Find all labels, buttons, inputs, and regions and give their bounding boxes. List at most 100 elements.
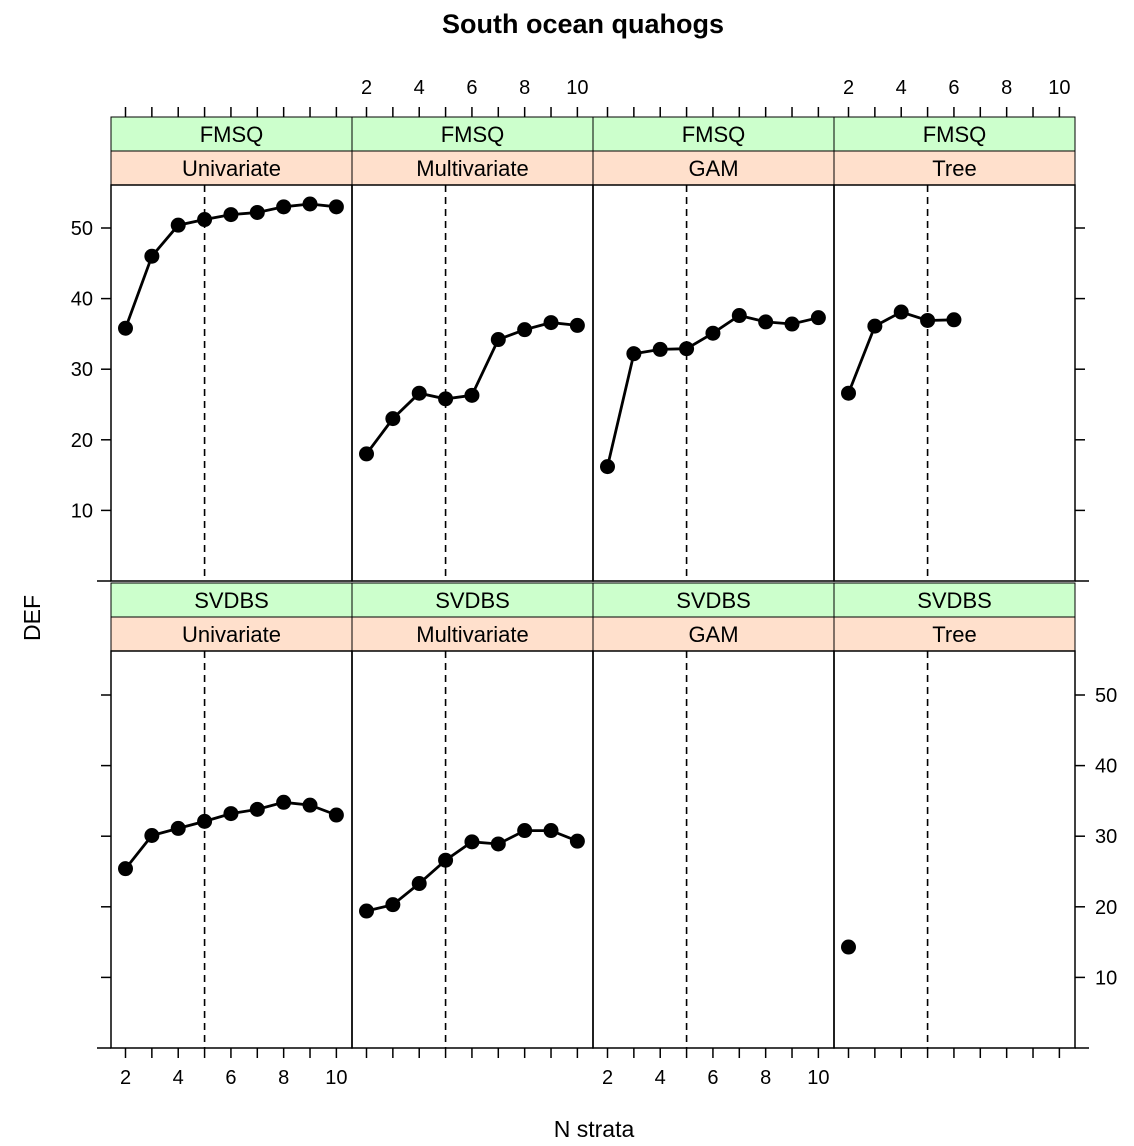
strip-data-source-label: FMSQ — [923, 122, 987, 147]
data-point — [784, 316, 800, 332]
data-point — [223, 207, 239, 223]
data-point — [249, 801, 265, 817]
data-point — [359, 446, 374, 462]
strip-method-label: Univariate — [182, 156, 281, 181]
y-tick-label: 30 — [71, 359, 93, 381]
panel-border — [351, 650, 594, 1049]
y-tick-label: 50 — [1095, 685, 1117, 707]
data-point — [411, 385, 427, 401]
strip-method — [833, 150, 1076, 186]
data-point — [679, 341, 695, 357]
strip-method-label: Tree — [932, 622, 976, 647]
panel-border — [110, 650, 353, 1049]
data-point — [464, 387, 480, 403]
data-point — [411, 876, 427, 892]
x-tick-label: 4 — [173, 1067, 184, 1089]
strip-method-label: Multivariate — [416, 156, 528, 181]
x-tick-label: 10 — [325, 1067, 347, 1089]
data-point — [385, 897, 401, 913]
bottom-x-axis-col-0: 2 4 6 8 10 — [120, 1048, 348, 1089]
data-point — [867, 318, 883, 334]
data-point — [758, 314, 774, 330]
x-tick-label: 2 — [120, 1067, 131, 1089]
strip-data-source — [110, 116, 353, 152]
strip-method-label: Multivariate — [416, 622, 528, 647]
strip-data-source-label: SVDBS — [917, 588, 992, 613]
x-tick-label: 10 — [1048, 77, 1070, 99]
strip-method — [592, 616, 835, 652]
series-line — [847, 310, 954, 394]
series-line — [124, 202, 337, 329]
strip-method-label: GAM — [688, 156, 738, 181]
data-point — [543, 823, 559, 839]
panel-svdbs-gam: SVDBS GAM — [592, 582, 835, 1049]
data-point — [359, 903, 374, 919]
data-point — [302, 797, 318, 813]
y-tick-label: 10 — [1095, 967, 1117, 989]
top-x-axis-col-3: 2 4 6 8 10 — [843, 77, 1071, 117]
data-point — [249, 204, 265, 220]
strip-data-source-label: FMSQ — [200, 122, 264, 147]
panel-fmsq-gam: FMSQ GAM — [592, 116, 835, 582]
top-x-axis-col-2 — [606, 107, 820, 117]
data-point — [946, 312, 962, 328]
data-point — [731, 308, 747, 324]
data-point — [490, 836, 506, 852]
data-point — [170, 217, 186, 233]
top-x-axis-col-0 — [124, 107, 338, 117]
y-axes-row-0: 10 20 30 40 50 — [71, 218, 1089, 582]
panel-border — [833, 650, 1076, 1049]
x-tick-label: 2 — [843, 77, 854, 99]
x-tick-label: 2 — [361, 77, 372, 99]
data-point — [328, 199, 344, 215]
panel-fmsq-multivariate: FMSQ Multivariate — [351, 116, 594, 582]
bottom-x-axis-col-1 — [365, 1048, 579, 1058]
x-tick-label: 10 — [807, 1067, 829, 1089]
strip-method — [110, 150, 353, 186]
data-point — [197, 212, 213, 228]
y-tick-label: 50 — [71, 218, 93, 240]
data-point — [276, 794, 292, 810]
x-tick-label: 4 — [655, 1067, 666, 1089]
y-tick-label: 40 — [71, 289, 93, 311]
data-point — [626, 346, 642, 362]
x-tick-label: 4 — [414, 77, 425, 99]
strip-method-label: GAM — [688, 622, 738, 647]
y-tick-label: 10 — [71, 500, 93, 522]
data-point — [517, 322, 533, 338]
x-tick-label: 10 — [566, 77, 588, 99]
panel-svdbs-multivariate: SVDBS Multivariate — [351, 582, 594, 1049]
data-point — [810, 310, 826, 326]
panels-layer: FMSQUnivariateFMSQMultivariateFMSQGAMFMS… — [71, 77, 1118, 1089]
strip-data-source — [351, 582, 594, 618]
panel-border — [592, 184, 835, 582]
data-point — [569, 317, 585, 333]
x-tick-label: 4 — [896, 77, 907, 99]
x-tick-label: 8 — [278, 1067, 289, 1089]
data-point — [438, 391, 454, 407]
data-point — [302, 196, 318, 212]
data-point — [118, 320, 133, 336]
x-tick-label: 8 — [519, 77, 530, 99]
data-point — [490, 332, 506, 348]
data-point — [543, 315, 559, 331]
y-tick-label: 20 — [71, 430, 93, 452]
x-tick-label: 8 — [760, 1067, 771, 1089]
x-tick-label: 2 — [602, 1067, 613, 1089]
bottom-x-axis-col-3 — [847, 1048, 1061, 1058]
data-point — [652, 341, 668, 357]
strip-data-source-label: FMSQ — [682, 122, 746, 147]
y-tick-label: 20 — [1095, 897, 1117, 919]
top-x-axis-col-1: 2 4 6 8 10 — [361, 77, 589, 117]
bottom-x-axis-col-2: 2 4 6 8 10 — [602, 1048, 830, 1089]
data-point — [517, 823, 533, 839]
strip-data-source-label: SVDBS — [435, 588, 510, 613]
strip-method — [351, 616, 594, 652]
x-axis-label: N strata — [554, 1116, 635, 1142]
strip-method-label: Tree — [932, 156, 976, 181]
data-point — [144, 827, 160, 843]
panel-border — [351, 184, 594, 582]
panel-fmsq-tree: FMSQ Tree — [833, 116, 1076, 582]
panel-fmsq-univariate: FMSQ Univariate — [110, 116, 353, 582]
